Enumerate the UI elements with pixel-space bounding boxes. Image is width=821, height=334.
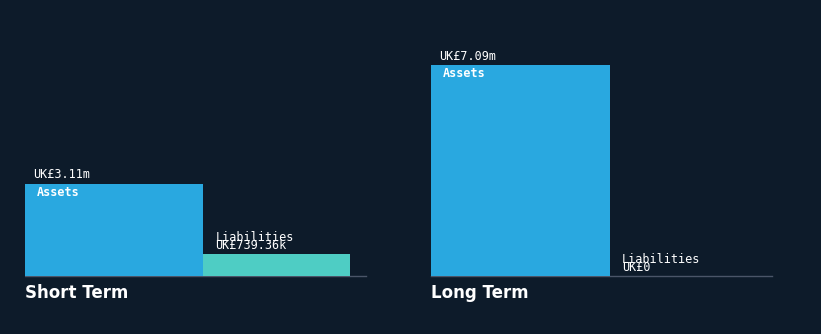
Text: Long Term: Long Term	[431, 284, 529, 302]
Text: Liabilities: Liabilities	[216, 231, 294, 243]
Bar	[431, 65, 609, 276]
Bar	[204, 254, 350, 276]
Text: Short Term: Short Term	[25, 284, 128, 302]
Text: UK£0: UK£0	[621, 261, 650, 274]
Text: Assets: Assets	[443, 67, 486, 80]
Text: UK£7.09m: UK£7.09m	[439, 50, 496, 63]
Text: UK£3.11m: UK£3.11m	[33, 168, 89, 181]
Text: Assets: Assets	[37, 186, 80, 199]
Text: UK£739.36k: UK£739.36k	[216, 239, 287, 252]
Text: Liabilities: Liabilities	[621, 253, 700, 266]
Bar	[25, 183, 204, 276]
